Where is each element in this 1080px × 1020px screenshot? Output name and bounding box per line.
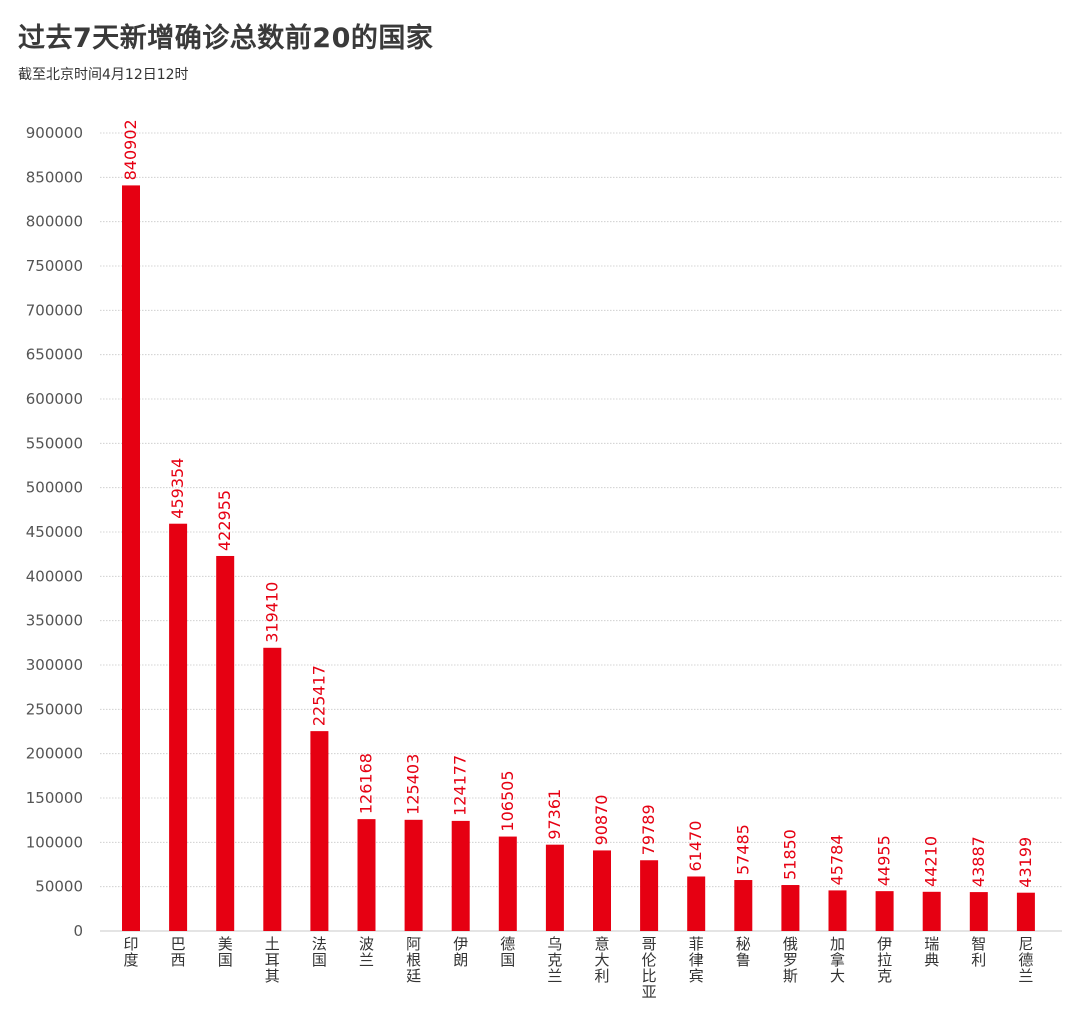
y-tick-label: 0 <box>73 922 83 940</box>
bar-value-label: 43887 <box>969 836 988 887</box>
bar <box>404 819 423 931</box>
y-tick-label: 600000 <box>26 390 83 408</box>
y-tick-label: 300000 <box>26 656 83 674</box>
category-label: 乌克兰 <box>547 935 562 985</box>
bar <box>969 892 988 931</box>
bar-value-label: 90870 <box>592 795 611 846</box>
category-label: 土耳其 <box>265 935 280 985</box>
bar <box>1016 892 1035 931</box>
bars <box>122 185 1035 932</box>
category-label: 伊拉克 <box>877 935 892 985</box>
bar-value-label: 422955 <box>215 490 234 551</box>
bar <box>781 885 800 931</box>
category-label: 巴西 <box>171 935 186 969</box>
category-label: 智利 <box>971 935 986 969</box>
bar-value-label: 97361 <box>545 789 564 840</box>
bar <box>357 819 376 931</box>
y-tick-label: 250000 <box>26 700 83 718</box>
category-label: 波兰 <box>359 935 374 969</box>
y-tick-label: 200000 <box>26 745 83 763</box>
value-labels: 840902 459354 422955 319410 225417 126168 1254… <box>121 119 1035 887</box>
bar <box>734 880 753 931</box>
y-tick-label: 100000 <box>26 833 83 851</box>
bar <box>498 836 517 931</box>
y-tick-label: 800000 <box>26 213 83 231</box>
bar <box>216 555 235 931</box>
y-tick-label: 450000 <box>26 523 83 541</box>
y-tick-label: 350000 <box>26 612 83 630</box>
bar-value-label: 45784 <box>828 834 847 885</box>
bar <box>122 185 140 932</box>
bar-value-label: 124177 <box>451 755 470 816</box>
y-tick-label: 700000 <box>26 301 83 319</box>
bar-value-label: 319410 <box>262 582 281 643</box>
bar <box>875 891 894 931</box>
bar <box>922 891 941 931</box>
bar <box>310 731 329 931</box>
bar <box>687 876 706 931</box>
bar-value-label: 225417 <box>309 665 328 726</box>
y-tick-label: 400000 <box>26 567 83 585</box>
category-label: 法国 <box>312 935 327 969</box>
category-label: 哥伦比亚 <box>642 935 657 1001</box>
y-tick-label: 650000 <box>26 346 83 364</box>
bar-value-label: 106505 <box>498 770 517 831</box>
bar-value-label: 61470 <box>686 821 705 872</box>
y-tick-label: 900000 <box>26 124 83 142</box>
bar <box>545 844 564 931</box>
bar-value-label: 125403 <box>404 754 423 815</box>
bar <box>828 890 847 931</box>
bar <box>451 820 470 931</box>
gridlines <box>100 132 1062 932</box>
chart-title: 过去7天新增确诊总数前20的国家 <box>18 23 434 54</box>
category-label: 俄罗斯 <box>783 935 798 985</box>
bar-value-label: 51850 <box>780 829 799 880</box>
y-tick-label: 850000 <box>26 168 83 186</box>
category-label: 瑞典 <box>924 935 939 969</box>
y-tick-label: 500000 <box>26 479 83 497</box>
bar <box>640 860 659 931</box>
y-tick-label: 50000 <box>35 878 83 896</box>
category-label: 加拿大 <box>830 935 845 985</box>
bar-value-label: 459354 <box>168 458 187 519</box>
category-label: 印度 <box>123 935 138 969</box>
y-tick-label: 150000 <box>26 789 83 807</box>
bar-value-label: 840902 <box>121 119 140 180</box>
category-label: 德国 <box>500 935 515 969</box>
bar-value-label: 57485 <box>733 824 752 875</box>
category-label: 美国 <box>218 935 233 969</box>
category-label: 秘鲁 <box>736 935 751 969</box>
chart-subtitle: 截至北京时间4月12日12时 <box>18 67 189 83</box>
category-label: 菲律宾 <box>689 935 704 985</box>
category-label: 尼德兰 <box>1018 935 1033 985</box>
category-label: 伊朗 <box>453 935 468 969</box>
bar-value-label: 79789 <box>639 804 658 855</box>
bar-value-label: 44955 <box>875 835 894 886</box>
y-tick-label: 750000 <box>26 257 83 275</box>
category-label: 意大利 <box>594 935 609 985</box>
bar-value-label: 43199 <box>1016 837 1035 888</box>
category-label: 阿根廷 <box>406 935 421 985</box>
bar <box>593 850 611 931</box>
y-tick-label: 550000 <box>26 434 83 452</box>
bar <box>263 647 282 931</box>
bar <box>169 523 188 931</box>
y-axis-ticks: 0 50000 100000 150000 200000 250000 300000 3500… <box>26 124 83 940</box>
bar-value-label: 44210 <box>922 836 941 887</box>
bar-value-label: 126168 <box>357 753 376 814</box>
